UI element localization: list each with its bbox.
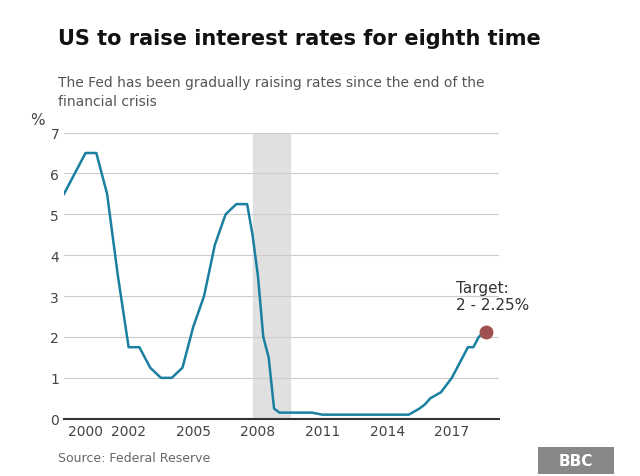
Bar bbox=[253, 133, 290, 419]
Text: Source: Federal Reserve: Source: Federal Reserve bbox=[58, 451, 210, 464]
Y-axis label: %: % bbox=[31, 113, 45, 128]
Text: BBC: BBC bbox=[559, 453, 593, 468]
Text: Target:
2 - 2.25%: Target: 2 - 2.25% bbox=[456, 280, 529, 313]
Text: The Fed has been gradually raising rates since the end of the
financial crisis: The Fed has been gradually raising rates… bbox=[58, 76, 484, 109]
Text: US to raise interest rates for eighth time: US to raise interest rates for eighth ti… bbox=[58, 29, 540, 49]
